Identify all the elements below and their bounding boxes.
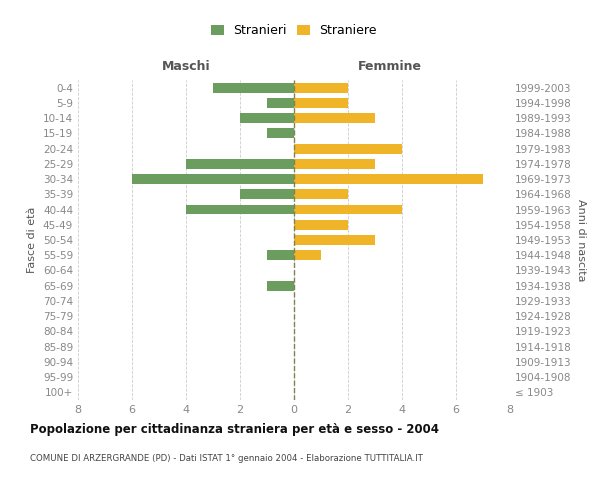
Bar — [267, 281, 294, 290]
Bar — [186, 159, 294, 169]
Text: Maschi: Maschi — [161, 60, 211, 72]
Bar — [267, 250, 294, 260]
Bar — [213, 82, 294, 92]
Bar — [132, 174, 294, 184]
Bar — [186, 204, 294, 214]
Text: COMUNE DI ARZERGRANDE (PD) - Dati ISTAT 1° gennaio 2004 - Elaborazione TUTTITALI: COMUNE DI ARZERGRANDE (PD) - Dati ISTAT … — [30, 454, 423, 463]
Y-axis label: Anni di nascita: Anni di nascita — [575, 198, 586, 281]
Bar — [267, 128, 294, 138]
Bar — [294, 159, 375, 169]
Bar — [294, 235, 375, 245]
Bar — [294, 190, 348, 199]
Text: Femmine: Femmine — [358, 60, 422, 72]
Bar — [294, 82, 348, 92]
Bar — [294, 204, 402, 214]
Bar — [240, 190, 294, 199]
Y-axis label: Fasce di età: Fasce di età — [28, 207, 37, 273]
Bar — [294, 113, 375, 123]
Bar — [240, 113, 294, 123]
Bar — [267, 98, 294, 108]
Legend: Stranieri, Straniere: Stranieri, Straniere — [206, 19, 382, 42]
Bar — [294, 250, 321, 260]
Bar — [294, 174, 483, 184]
Bar — [294, 144, 402, 154]
Bar — [294, 220, 348, 230]
Bar — [294, 98, 348, 108]
Text: Popolazione per cittadinanza straniera per età e sesso - 2004: Popolazione per cittadinanza straniera p… — [30, 422, 439, 436]
